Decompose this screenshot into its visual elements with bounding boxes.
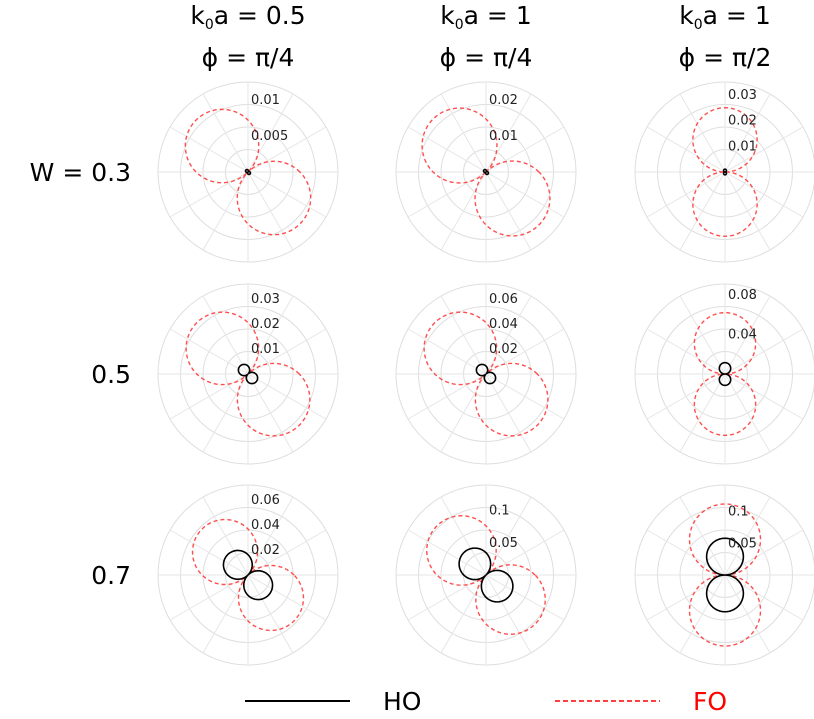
radial-tick-label: 0.02 [489,93,518,108]
radial-tick-label: 0.04 [728,327,757,342]
row-labels: W = 0.3 0.5 0.7 [30,158,131,590]
polar-panel: 0.06 0.04 0.02 [157,484,339,666]
polar-panel: 0.02 0.01 [395,81,577,263]
polar-panel: 0.1 0.05 [634,484,814,666]
ho-pattern-curve [475,363,497,385]
ho-pattern-curve [244,168,252,176]
fo-pattern-curve [185,311,311,437]
radial-tick-label: 0.03 [251,292,280,307]
column-title-line1: k0a = 1 [679,1,770,33]
fo-pattern-curve [421,107,551,237]
radial-tick-label: 0.01 [251,342,280,357]
column-title-line1: k0a = 0.5 [190,1,305,33]
radial-tick-label: 0.005 [251,129,288,144]
radial-tick-label: 0.1 [489,504,510,519]
legend-label: HO [383,687,421,716]
radial-tick-label: 0.02 [251,543,280,558]
legend: HO FO [245,687,727,716]
legend-label: FO [693,687,727,716]
radial-tick-label: 0.03 [728,88,757,103]
radial-tick-label: 0.04 [251,518,280,533]
polar-panel: 0.08 0.04 [634,283,814,465]
radial-tick-label: 0.06 [489,292,518,307]
radial-tick-label: 0.05 [489,536,518,551]
radial-tick-label: 0.08 [728,288,757,303]
column-titles: k0a = 0.5 ϕ = π/4 k0a = 1 ϕ = π/4 k0a = 1 ϕ =… [190,1,771,72]
fo-pattern-curve [184,108,312,236]
radial-tick-label: 0.05 [728,536,757,551]
grid-spoke [407,328,565,420]
polar-panel: 0.03 0.02 0.01 [634,81,814,263]
polar-panel: 0.01 0.005 [157,81,339,263]
column-title-line2: ϕ = π/4 [440,43,533,72]
column-title-line1: k0a = 1 [440,1,531,33]
radial-tick-label: 0.06 [251,493,280,508]
ho-pattern-curve [722,168,728,176]
ho-pattern-curve [237,363,259,385]
radial-tick-label: 0.04 [489,317,518,332]
fo-pattern-curve [191,518,305,632]
radial-tick-label: 0.02 [251,317,280,332]
polar-panel: 0.03 0.02 0.01 [157,283,339,465]
grid-spoke [169,328,327,420]
row-label: 0.5 [91,360,131,389]
row-label: 0.7 [91,561,131,590]
polar-panels: 0.010.0050.020.010.030.020.010.030.020.0… [157,81,814,666]
radial-tick-label: 0.02 [728,114,757,129]
radial-tick-label: 0.02 [489,342,518,357]
column-title-line2: ϕ = π/4 [202,43,295,72]
fo-pattern-curve [423,311,549,437]
radial-tick-label: 0.01 [489,129,518,144]
radial-tick-label: 0.1 [728,505,749,520]
row-label: W = 0.3 [30,158,131,187]
ho-pattern-curve [458,547,514,603]
fo-pattern-curve [426,515,546,635]
radial-tick-label: 0.01 [251,93,280,108]
ho-pattern-curve [222,549,274,601]
ho-pattern-curve [482,168,490,176]
polar-panel: 0.1 0.05 [395,484,577,666]
ho-pattern-curve [718,361,732,387]
polar-panel: 0.06 0.04 0.02 [395,283,577,465]
radial-tick-label: 0.01 [728,139,757,154]
column-title-line2: ϕ = π/2 [679,43,772,72]
ho-pattern-curve [705,537,745,613]
